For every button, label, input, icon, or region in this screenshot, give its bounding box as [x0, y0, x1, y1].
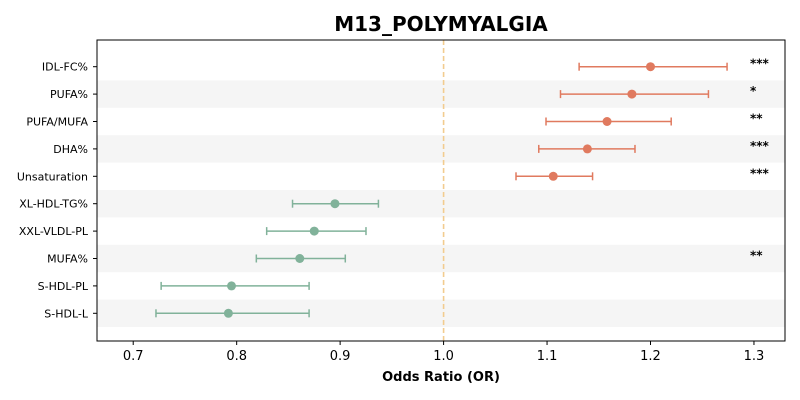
row-stripe — [97, 135, 785, 163]
chart-title: M13_POLYMYALGIA — [334, 12, 548, 36]
significance-label: * — [750, 84, 757, 98]
forest-row — [160, 281, 310, 291]
or-point — [309, 226, 319, 236]
or-point — [602, 117, 612, 126]
forest-row — [291, 199, 380, 209]
x-axis-label: Odds Ratio (OR) — [382, 370, 500, 385]
y-tick-label: DHA% — [53, 143, 88, 156]
y-tick-label: MUFA% — [47, 253, 88, 266]
row-stripe — [97, 244, 785, 273]
y-tick-label: IDL-FC% — [42, 61, 88, 74]
significance-label: ** — [750, 112, 763, 126]
or-point — [226, 281, 236, 291]
forest-row: ** — [545, 112, 763, 126]
y-tick-label: XL-HDL-TG% — [19, 198, 88, 211]
x-tick-label: 0.7 — [123, 349, 144, 364]
forest-row — [265, 226, 367, 236]
y-tick-label: XXL-VLDL-PL — [19, 225, 89, 238]
x-tick-label: 1.0 — [433, 349, 454, 364]
forest-row — [155, 308, 310, 318]
forest-row: ** — [255, 249, 763, 263]
significance-label: ** — [750, 249, 763, 263]
y-axis-labels: IDL-FC% PUFA% PUFA/MUFA DHA% Unsaturation XL-… — [17, 61, 97, 320]
x-tick-label: 1.3 — [744, 349, 765, 364]
y-tick-label: Unsaturation — [17, 170, 88, 183]
forest-rows: ************** — [155, 57, 770, 318]
or-point — [646, 62, 656, 72]
x-tick-label: 0.8 — [226, 349, 247, 364]
or-point — [330, 199, 340, 209]
or-point — [548, 171, 558, 181]
or-point — [295, 254, 305, 263]
x-axis-ticks: 0.7 0.8 0.9 1.0 1.1 1.2 1.3 — [123, 341, 764, 364]
plot-frame — [96, 39, 786, 342]
row-stripe — [97, 190, 785, 218]
y-tick-label: PUFA/MUFA — [26, 116, 88, 129]
x-tick-label: 1.2 — [640, 349, 661, 364]
forest-row: *** — [578, 57, 770, 72]
x-tick-label: 0.9 — [330, 349, 351, 364]
significance-label: *** — [750, 166, 770, 180]
forest-row: *** — [515, 166, 770, 181]
x-tick-label: 1.1 — [537, 349, 558, 364]
y-tick-label: PUFA% — [50, 88, 88, 101]
y-tick-label: S-HDL-PL — [38, 280, 89, 293]
y-tick-label: S-HDL-L — [44, 307, 89, 320]
or-point — [627, 89, 637, 99]
or-point — [223, 308, 233, 318]
or-point — [582, 144, 592, 154]
significance-label: *** — [750, 57, 770, 71]
forest-row: * — [559, 84, 757, 99]
significance-label: *** — [750, 139, 770, 153]
row-stripes — [97, 80, 785, 327]
forest-row: *** — [538, 139, 770, 154]
